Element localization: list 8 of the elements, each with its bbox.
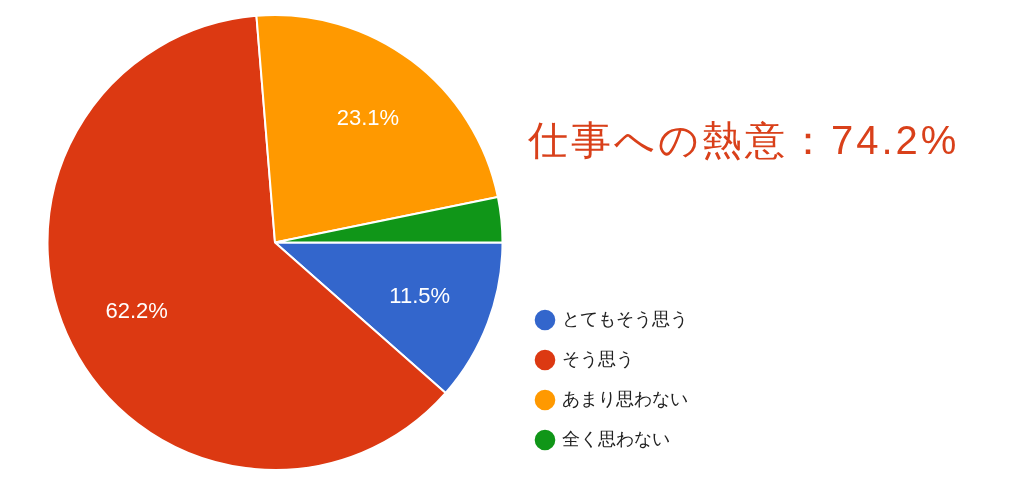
data-label: 23.1% <box>336 104 400 130</box>
legend-label: あまり思わない <box>562 388 688 409</box>
legend-label: 全く思わない <box>562 428 670 449</box>
data-label: 62.2% <box>105 297 168 323</box>
data-label: 11.5% <box>389 283 451 309</box>
legend-label: そう思う <box>562 348 634 369</box>
text: 仕事への熱意：74.2% <box>528 117 960 164</box>
legend-label: とてもそう思う <box>562 308 688 329</box>
